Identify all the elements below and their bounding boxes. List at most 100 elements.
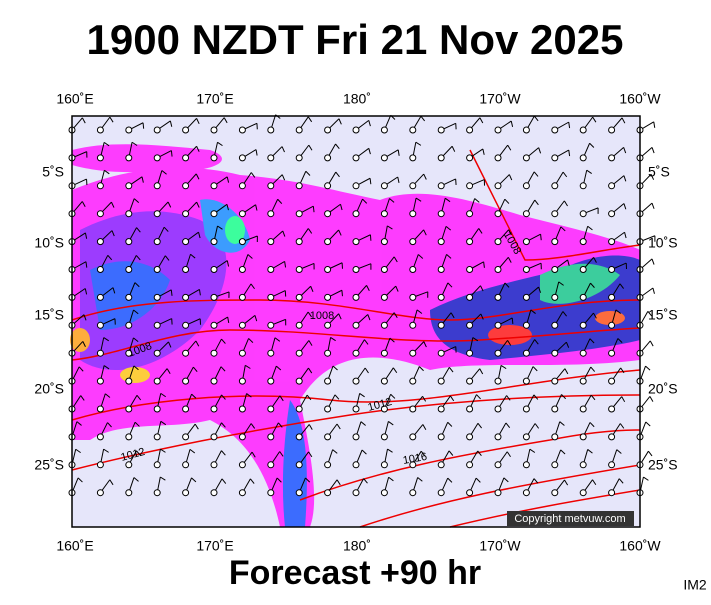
barb-station bbox=[523, 239, 529, 245]
barb-station bbox=[211, 239, 217, 245]
barb-station bbox=[438, 155, 444, 161]
barb-station bbox=[495, 406, 501, 412]
barb-station bbox=[325, 267, 331, 273]
barb-station bbox=[268, 406, 274, 412]
barb-station bbox=[353, 183, 359, 189]
barb-flag bbox=[342, 290, 343, 296]
barb-station bbox=[552, 406, 558, 412]
barb-station bbox=[410, 211, 416, 217]
barb-station bbox=[154, 183, 160, 189]
barb-station bbox=[467, 294, 473, 300]
barb-station bbox=[381, 239, 387, 245]
barb-station bbox=[325, 322, 331, 328]
barb-station bbox=[296, 490, 302, 496]
barb-station bbox=[438, 322, 444, 328]
barb-flag bbox=[143, 123, 144, 129]
barb-station bbox=[467, 462, 473, 468]
barb-station bbox=[239, 155, 245, 161]
barb-station bbox=[325, 211, 331, 217]
barb-flag bbox=[643, 477, 648, 480]
barb-station bbox=[353, 378, 359, 384]
barb-station bbox=[580, 434, 586, 440]
barb-station bbox=[126, 239, 132, 245]
barb-station bbox=[381, 434, 387, 440]
barb-station bbox=[438, 183, 444, 189]
barb-station bbox=[239, 211, 245, 217]
rain-area bbox=[70, 328, 90, 352]
barb-station bbox=[126, 294, 132, 300]
barb-flag bbox=[646, 366, 650, 370]
barb-station bbox=[154, 322, 160, 328]
barb-station bbox=[268, 239, 274, 245]
barb-flag bbox=[653, 288, 655, 294]
barb-station bbox=[495, 267, 501, 273]
image-code: IM2 bbox=[683, 577, 707, 593]
barb-station bbox=[467, 434, 473, 440]
barb-station bbox=[154, 127, 160, 133]
barb-station bbox=[97, 155, 103, 161]
barb-station bbox=[410, 127, 416, 133]
barb-station bbox=[523, 294, 529, 300]
barb-station bbox=[580, 490, 586, 496]
barb-station bbox=[211, 378, 217, 384]
barb-station bbox=[126, 155, 132, 161]
barb-station bbox=[381, 322, 387, 328]
barb-station bbox=[97, 211, 103, 217]
right-label: 20˚S bbox=[648, 381, 678, 397]
barb-station bbox=[211, 350, 217, 356]
barb-station bbox=[552, 267, 558, 273]
barb-station bbox=[410, 294, 416, 300]
barb-station bbox=[467, 211, 473, 217]
barb-station bbox=[268, 127, 274, 133]
barb-station bbox=[239, 239, 245, 245]
barb-station bbox=[154, 378, 160, 384]
barb-station bbox=[609, 267, 615, 273]
barb-station bbox=[268, 322, 274, 328]
barb-station bbox=[410, 267, 416, 273]
barb-flag bbox=[652, 203, 654, 209]
barb-station bbox=[211, 127, 217, 133]
barb-station bbox=[296, 350, 302, 356]
bottom-label: 180˚ bbox=[343, 538, 371, 554]
barb-station bbox=[381, 490, 387, 496]
barb-station bbox=[296, 183, 302, 189]
barb-station bbox=[97, 490, 103, 496]
barb-station bbox=[609, 434, 615, 440]
barb-flag bbox=[650, 396, 653, 401]
barb-station bbox=[211, 462, 217, 468]
barb-station bbox=[580, 350, 586, 356]
barb-flag bbox=[652, 147, 654, 153]
barb-station bbox=[239, 322, 245, 328]
barb-station bbox=[381, 127, 387, 133]
barb-station bbox=[154, 211, 160, 217]
barb-station bbox=[183, 239, 189, 245]
barb-station bbox=[211, 267, 217, 273]
barb-station bbox=[523, 350, 529, 356]
barb-station bbox=[296, 434, 302, 440]
barb-flag bbox=[313, 206, 314, 212]
top-label: 160˚W bbox=[619, 91, 661, 107]
barb-station bbox=[97, 462, 103, 468]
barb-station bbox=[353, 434, 359, 440]
barb-station bbox=[353, 127, 359, 133]
barb-station bbox=[523, 462, 529, 468]
barb-flag bbox=[171, 151, 172, 157]
barb-flag bbox=[652, 259, 654, 265]
barb-station bbox=[325, 294, 331, 300]
barb-station bbox=[495, 322, 501, 328]
top-label: 170˚E bbox=[196, 91, 233, 107]
barb-station bbox=[609, 462, 615, 468]
barb-station bbox=[552, 294, 558, 300]
barb-station bbox=[296, 267, 302, 273]
barb-station bbox=[580, 239, 586, 245]
barb-station bbox=[381, 211, 387, 217]
barb-station bbox=[381, 462, 387, 468]
barb-station bbox=[552, 378, 558, 384]
barb-station bbox=[126, 490, 132, 496]
barb-station bbox=[438, 294, 444, 300]
barb-station bbox=[609, 155, 615, 161]
barb-station bbox=[325, 462, 331, 468]
left-label: 15˚S bbox=[34, 307, 64, 323]
barb-station bbox=[467, 239, 473, 245]
barb-station bbox=[97, 350, 103, 356]
